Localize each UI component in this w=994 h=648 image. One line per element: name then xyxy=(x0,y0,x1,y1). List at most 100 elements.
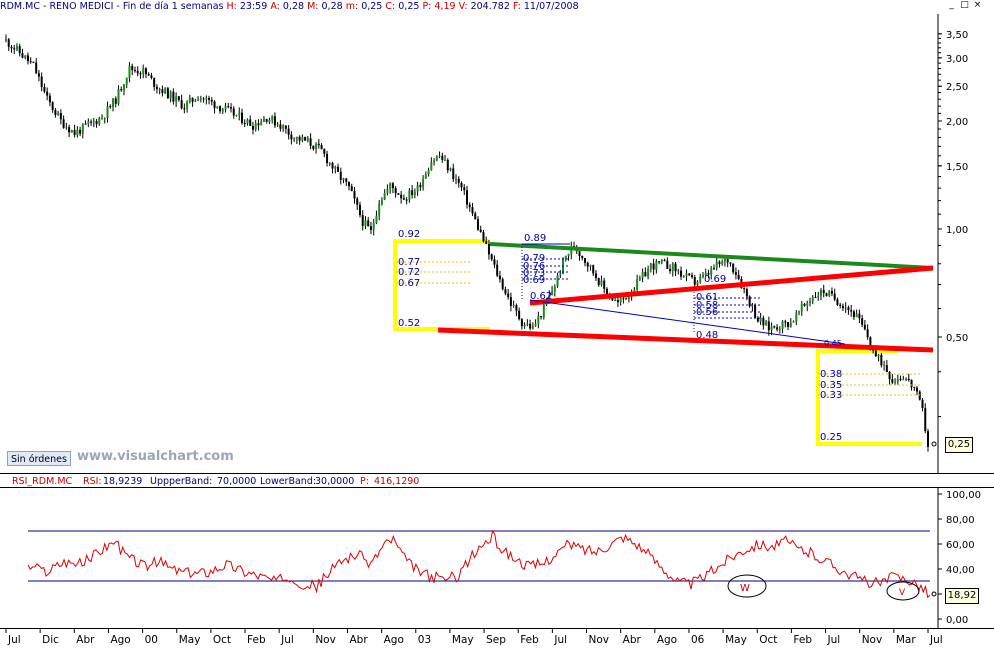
annot-079: 0.79 xyxy=(523,253,545,264)
candle-body xyxy=(68,127,71,133)
candle-body xyxy=(589,265,592,267)
annot-061: 0.61 xyxy=(696,292,718,303)
candle-body xyxy=(87,121,90,125)
candle-body xyxy=(814,297,817,299)
candle-body xyxy=(479,229,482,233)
support-line-red-upper xyxy=(529,265,934,306)
candle-body xyxy=(520,319,523,327)
candle-body xyxy=(490,254,493,260)
time-axis-label: Mar xyxy=(896,634,916,646)
candle-body xyxy=(328,162,331,164)
candle-body xyxy=(183,108,186,110)
candle-body xyxy=(762,317,765,326)
candle-body xyxy=(188,97,191,102)
candle-body xyxy=(43,87,46,92)
candle-body xyxy=(918,391,921,400)
rsi-header-lower-value: 30,0000 xyxy=(315,476,354,487)
candle-body xyxy=(273,116,276,126)
candle-body xyxy=(37,73,40,77)
time-axis-label: Abr xyxy=(349,634,368,646)
candle-body xyxy=(693,277,696,285)
candle-body xyxy=(559,273,562,276)
close-button[interactable]: × xyxy=(973,0,982,10)
price-axis: 3,50 3,00 2,50 2,00 1,50 1,00 0,50 xyxy=(938,30,968,418)
time-axis-label: Abr xyxy=(76,634,95,646)
candle-body xyxy=(186,101,189,109)
candle-body xyxy=(144,68,147,75)
sin-ordenes-button[interactable]: Sin órdenes xyxy=(7,451,71,466)
candle-body xyxy=(438,155,441,157)
annot-092: 0.92 xyxy=(398,229,420,240)
rsi-header-p-label: P: xyxy=(360,476,369,487)
candle-body xyxy=(57,113,60,115)
rsi-axis-label: 40,00 xyxy=(946,565,975,576)
candle-body xyxy=(411,190,414,196)
candle-body xyxy=(910,379,913,388)
candle-body xyxy=(246,119,249,124)
candle-body xyxy=(913,387,916,389)
rsi-axis-label: 60,00 xyxy=(946,540,975,551)
candle-body xyxy=(888,372,891,380)
price-axis-label: 1,00 xyxy=(946,225,968,236)
time-axis-label: Sep xyxy=(486,634,506,646)
rsi-w-label: W xyxy=(740,583,750,594)
candle-body xyxy=(227,106,230,108)
candle-body xyxy=(891,379,894,383)
restore-button[interactable]: □ xyxy=(960,0,969,10)
time-axis-label: Feb xyxy=(520,634,539,646)
price-axis-label: 2,50 xyxy=(946,82,968,93)
candle-body xyxy=(899,378,902,380)
candle-body xyxy=(150,75,153,78)
rsi-axis-label: 80,00 xyxy=(946,515,975,526)
header-f-label: F: xyxy=(512,1,521,12)
time-axis-label: Oct xyxy=(759,634,777,646)
fib-trend-thin-blue xyxy=(529,299,846,345)
candle-body xyxy=(699,276,702,282)
candle-body xyxy=(348,181,351,187)
candle-body xyxy=(361,215,364,226)
candle-body xyxy=(136,70,139,74)
candles xyxy=(5,34,929,452)
candle-body xyxy=(208,97,211,100)
candle-body xyxy=(221,109,224,112)
candle-body xyxy=(65,127,68,129)
candle-body xyxy=(710,268,713,275)
candle-body xyxy=(337,166,340,172)
candle-body xyxy=(501,279,504,290)
candle-body xyxy=(474,213,477,220)
minimize-button[interactable]: _ xyxy=(949,0,954,10)
time-axis-label: Ago xyxy=(110,634,130,646)
rsi-header-name: RSI_RDM.MC xyxy=(12,476,73,487)
watermark: www.visualchart.com xyxy=(77,449,234,464)
candle-body xyxy=(600,280,603,286)
candle-body xyxy=(828,291,831,296)
candle-body xyxy=(413,191,416,196)
candle-body xyxy=(759,317,762,322)
candle-body xyxy=(90,121,93,123)
candle-body xyxy=(133,70,136,72)
candle-body xyxy=(671,263,674,272)
header-f-value: 11/07/2008 xyxy=(523,1,579,12)
candle-body xyxy=(197,99,200,101)
candle-body xyxy=(507,293,510,298)
candle-body xyxy=(287,128,290,135)
candle-body xyxy=(603,280,606,289)
candle-body xyxy=(372,222,375,230)
price-axis-label: 3,00 xyxy=(946,54,968,65)
candle-body xyxy=(350,186,353,192)
candle-body xyxy=(205,97,208,100)
candle-body xyxy=(778,328,781,330)
time-axis-label: Abr xyxy=(623,634,642,646)
rsi-header-rsi-label: RSI: xyxy=(83,476,102,487)
candle-body xyxy=(583,258,586,263)
candle-body xyxy=(885,365,888,373)
candle-body xyxy=(62,119,65,128)
candle-body xyxy=(268,120,271,122)
header-period: Fin de día 1 semanas xyxy=(122,1,224,12)
candle-body xyxy=(649,263,652,269)
candle-body xyxy=(616,300,619,303)
candle-body xyxy=(466,190,468,205)
annot-056: 0.56 xyxy=(696,307,718,318)
annot-052: 0.52 xyxy=(398,318,420,329)
